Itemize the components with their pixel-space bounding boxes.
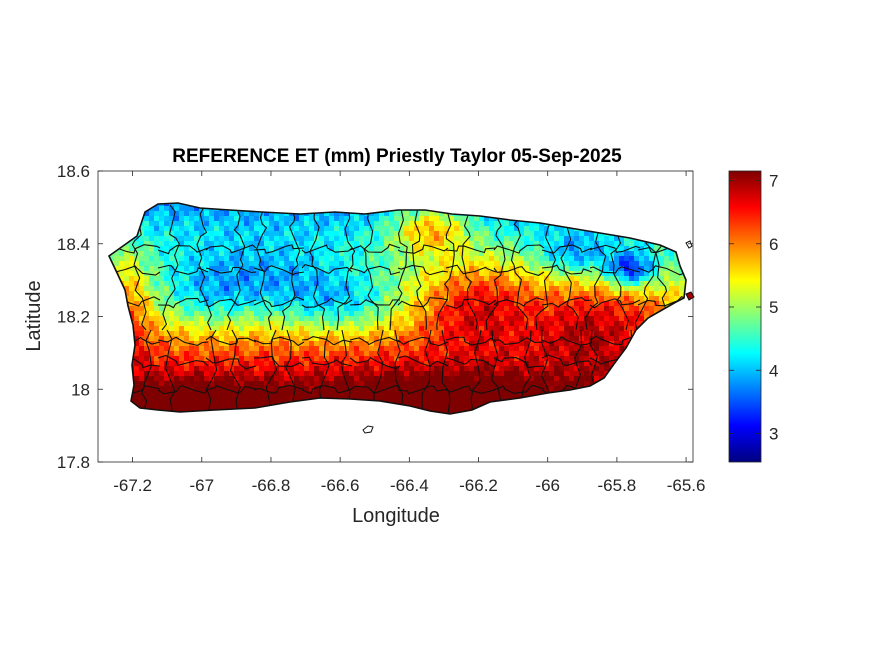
y-tick-label: 18 — [71, 380, 90, 399]
y-axis-label: Latitude — [23, 280, 45, 351]
x-tick-label: -67 — [189, 476, 214, 495]
x-tick-label: -66.8 — [252, 476, 291, 495]
municipality-boundaries — [109, 204, 686, 414]
colorbar-tick-label: 5 — [769, 298, 778, 317]
y-tick-label: 18.6 — [57, 162, 90, 181]
x-tick-label: -66.2 — [459, 476, 498, 495]
colorbar-tick-label: 3 — [769, 425, 778, 444]
x-axis-label: Longitude — [352, 505, 440, 527]
x-tick-label: -66 — [535, 476, 560, 495]
y-tick-label: 18.4 — [57, 235, 90, 254]
x-tick-label: -66.4 — [390, 476, 429, 495]
y-tick-label: 18.2 — [57, 308, 90, 327]
y-tick-label: 17.8 — [57, 453, 90, 472]
x-tick-label: -65.6 — [667, 476, 706, 495]
colorbar-tick-label: 4 — [769, 361, 778, 380]
colorbar-tick-label: 7 — [769, 171, 778, 190]
x-tick-label: -67.2 — [113, 476, 152, 495]
x-axis-ticks: -67.2 -67 -66.8 -66.6 -66.4 -66.2 -66 -65.8 -65.… — [113, 171, 705, 495]
x-tick-label: -65.8 — [598, 476, 637, 495]
chart-title: REFERENCE ET (mm) Priestly Taylor 05-Sep… — [172, 146, 622, 167]
colorbar-ticks: 3 4 5 6 7 — [729, 171, 778, 444]
y-axis-ticks: 17.8 18 18.2 18.4 18.6 — [57, 162, 693, 472]
x-tick-label: -66.6 — [321, 476, 360, 495]
offshore-islands — [362, 240, 695, 434]
colorbar-tick-label: 6 — [769, 235, 778, 254]
colorbar — [728, 170, 762, 463]
